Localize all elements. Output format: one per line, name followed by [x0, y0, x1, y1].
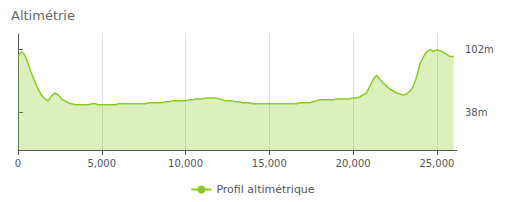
svg-text:Profil altimétrique: Profil altimétrique — [216, 183, 314, 196]
svg-text:25,000: 25,000 — [419, 158, 454, 169]
svg-text:Altimétrie: Altimétrie — [11, 8, 75, 23]
svg-text:10,000: 10,000 — [168, 158, 203, 169]
svg-text:38m: 38m — [465, 107, 487, 118]
svg-text:20,000: 20,000 — [336, 158, 371, 169]
svg-text:102m: 102m — [465, 44, 494, 55]
svg-text:0: 0 — [15, 158, 21, 169]
svg-text:15,000: 15,000 — [252, 158, 287, 169]
svg-text:5,000: 5,000 — [87, 158, 116, 169]
